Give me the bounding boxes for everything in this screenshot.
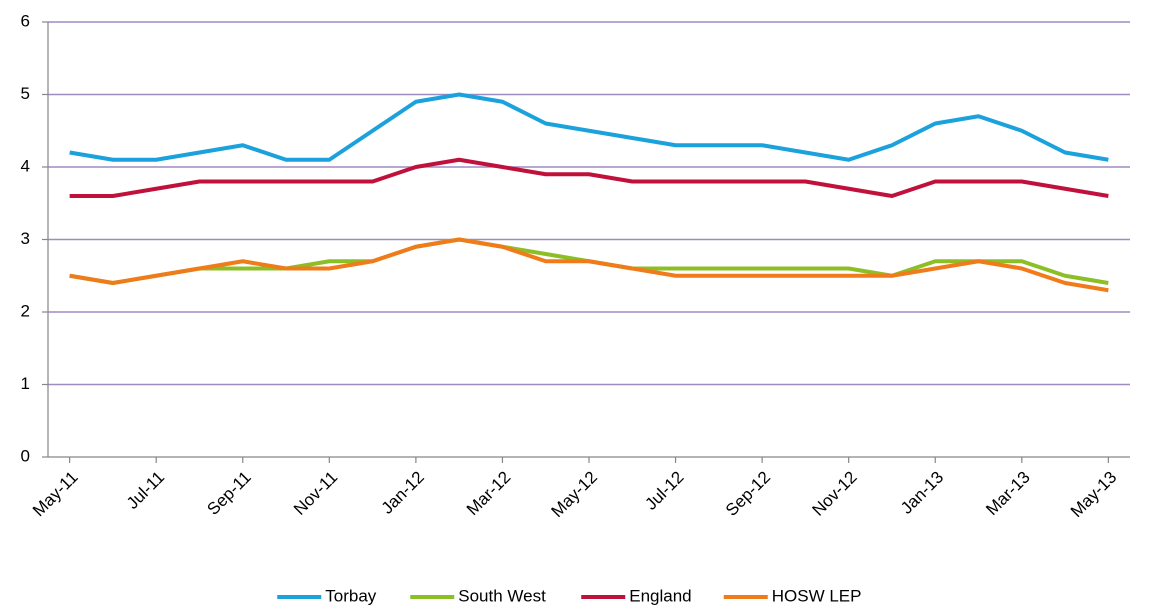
- x-tick-label: Nov-11: [290, 468, 341, 519]
- legend-label: HOSW LEP: [772, 586, 862, 605]
- y-tick-label: 6: [21, 11, 30, 30]
- y-tick-label: 5: [21, 84, 30, 103]
- legend-label: England: [629, 586, 691, 605]
- series-line: [69, 92, 1109, 162]
- legend-label: Torbay: [325, 586, 377, 605]
- x-tick-label: Jan-12: [378, 468, 428, 518]
- series-line: [69, 237, 1109, 293]
- x-tick-label: May-13: [1067, 468, 1121, 522]
- legend-label: South West: [458, 586, 546, 605]
- y-tick-label: 2: [21, 301, 30, 320]
- x-tick-label: May-11: [29, 468, 82, 521]
- y-tick-label: 0: [21, 446, 30, 465]
- x-tick-label: Jul-12: [641, 468, 687, 514]
- series-line: [69, 157, 1109, 198]
- x-tick-label: May-12: [547, 468, 601, 522]
- x-tick-label: Nov-12: [808, 468, 860, 520]
- x-tick-label: Jan-13: [897, 468, 947, 518]
- y-tick-label: 1: [21, 374, 30, 393]
- x-tick-label: Jul-11: [123, 468, 168, 513]
- x-tick-label: Sep-11: [203, 468, 254, 519]
- y-tick-label: 4: [21, 156, 30, 175]
- x-tick-label: Mar-12: [463, 468, 515, 520]
- y-tick-label: 3: [21, 229, 30, 248]
- x-tick-label: Mar-13: [982, 468, 1034, 520]
- x-tick-label: Sep-12: [722, 468, 774, 520]
